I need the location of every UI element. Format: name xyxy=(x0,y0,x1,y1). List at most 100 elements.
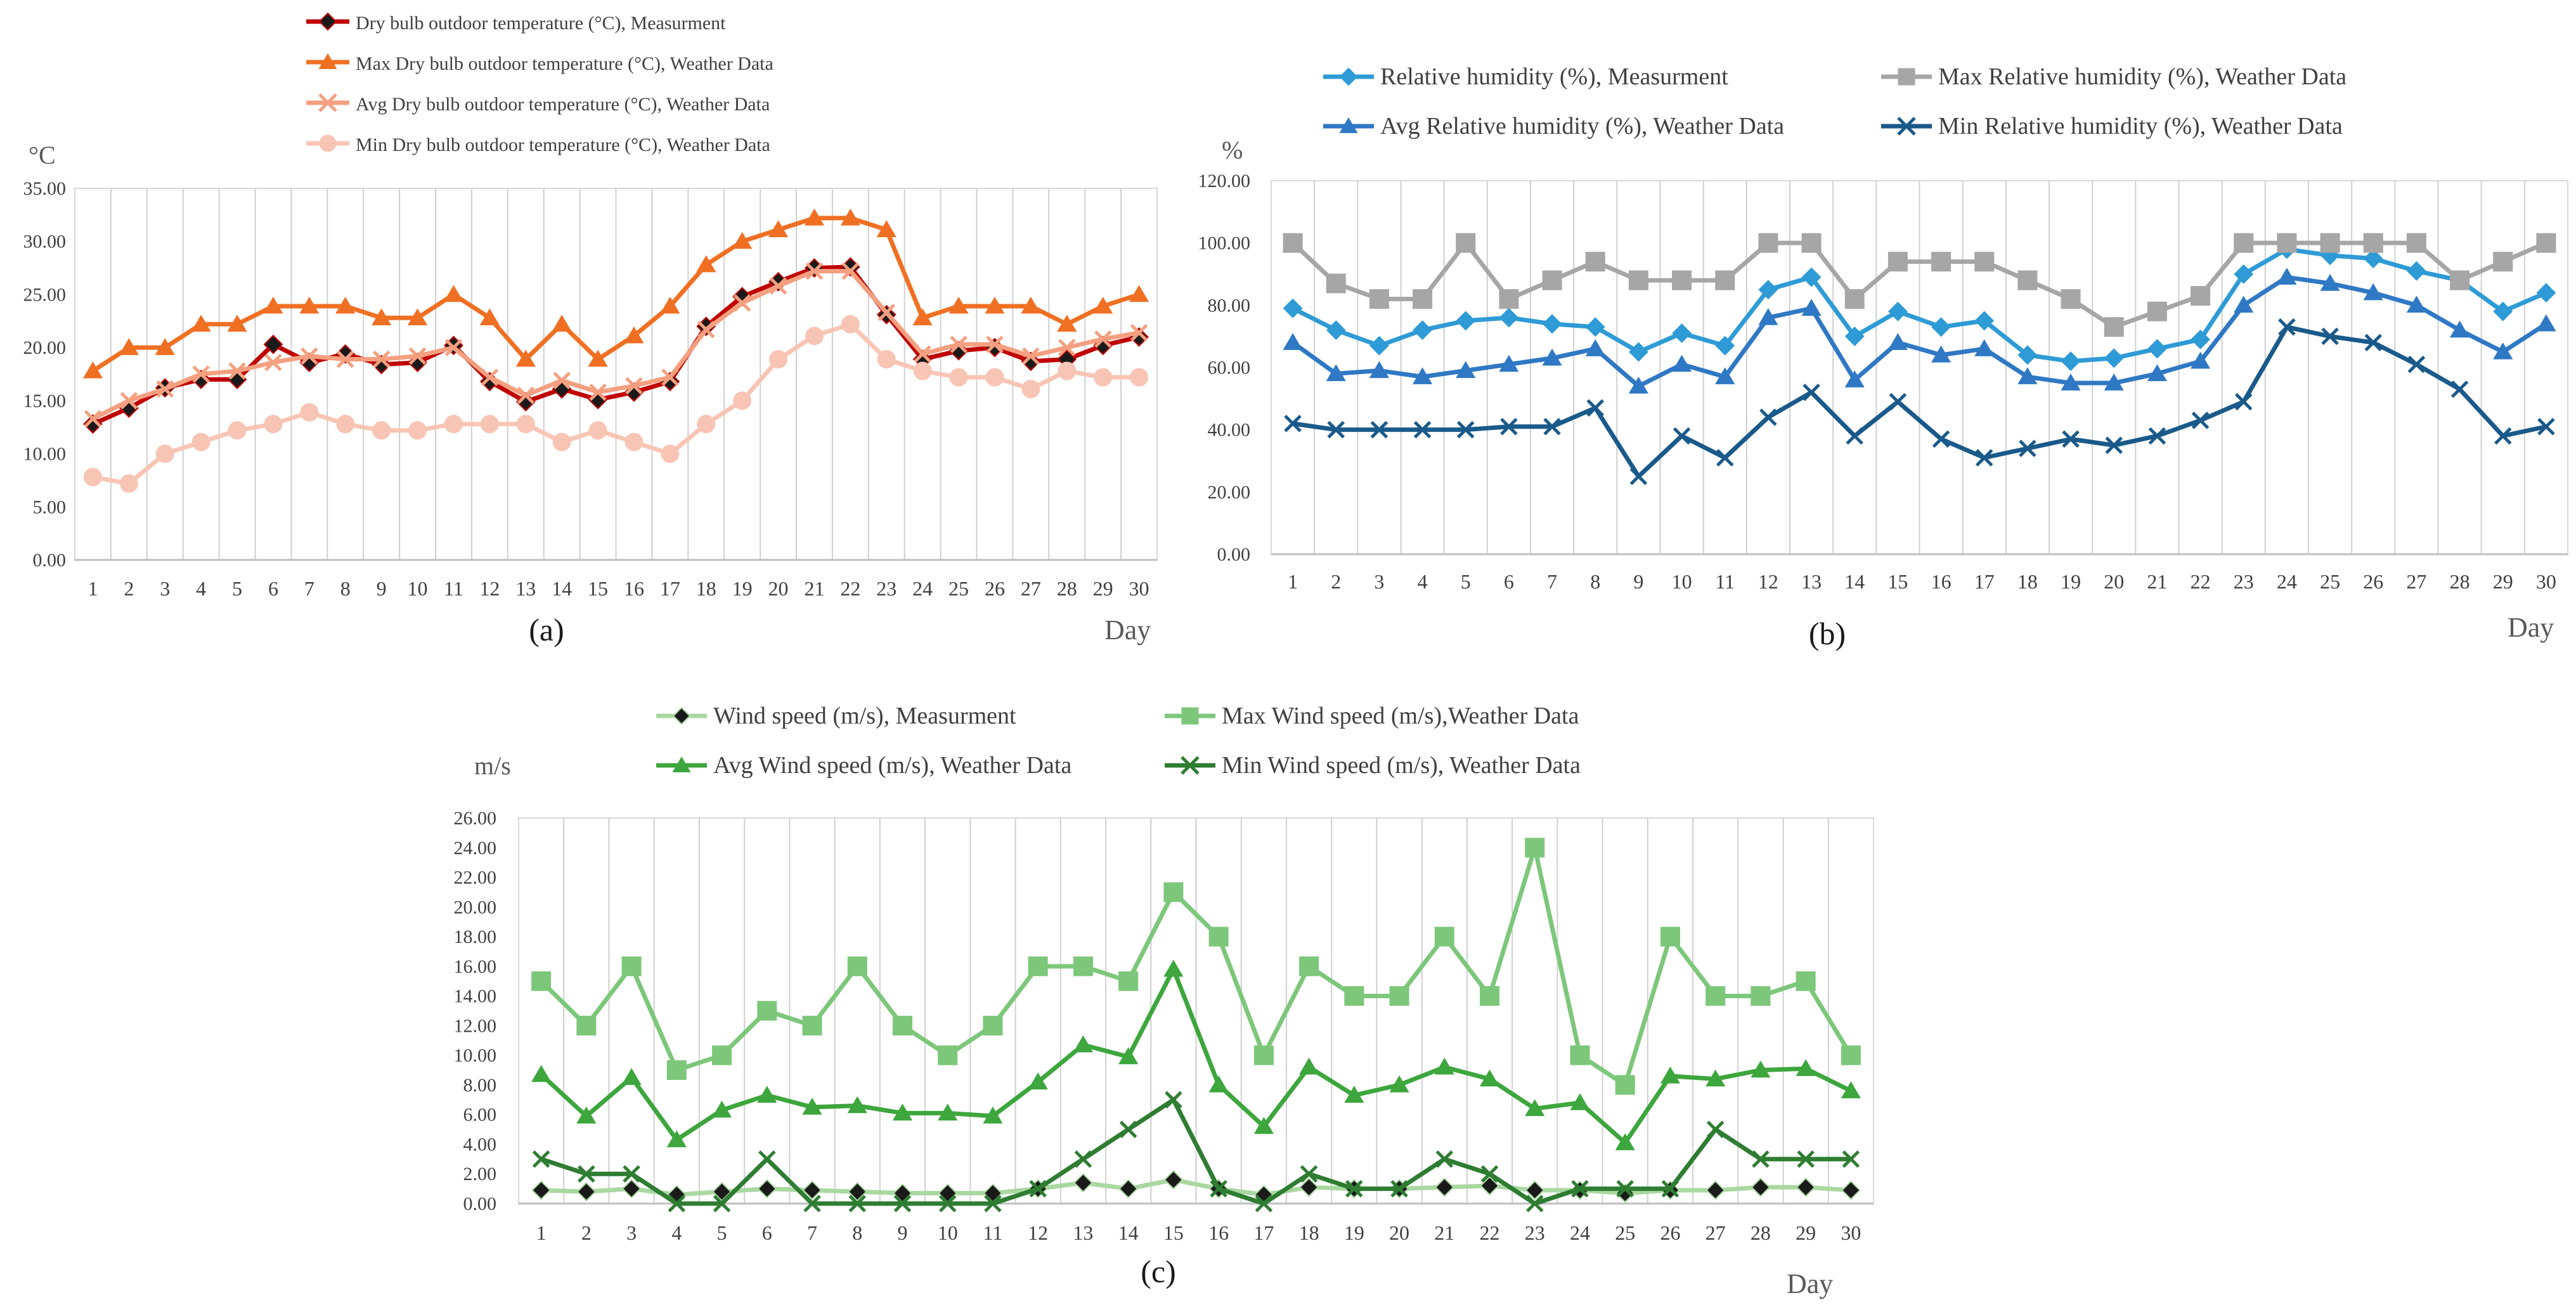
x-tick-label: 7 xyxy=(304,577,314,600)
data-point xyxy=(1586,399,1605,417)
data-point xyxy=(983,1107,1003,1124)
data-point xyxy=(1499,289,1519,309)
data-point xyxy=(589,383,607,401)
data-point xyxy=(1094,368,1113,387)
data-point xyxy=(2061,289,2081,309)
y-tick-label: 25.00 xyxy=(23,284,67,305)
data-point xyxy=(1369,361,1389,379)
data-point xyxy=(1570,1045,1590,1065)
data-point xyxy=(2450,380,2469,398)
x-tick-label: 18 xyxy=(1299,1221,1319,1244)
x-tick-label: 14 xyxy=(552,577,572,600)
data-point xyxy=(1888,301,1908,322)
x-tick-label: 6 xyxy=(762,1221,772,1244)
data-point xyxy=(877,304,896,322)
data-point xyxy=(2277,268,2297,285)
x-tick-label: 13 xyxy=(1073,1221,1093,1244)
data-point xyxy=(1253,1045,1274,1065)
data-point xyxy=(621,1179,642,1199)
x-tick-label: 8 xyxy=(852,1221,862,1244)
y-tick-label: 100.00 xyxy=(1198,233,1251,254)
y-tick-label: 80.00 xyxy=(1208,295,1251,316)
data-point xyxy=(1456,311,1476,331)
x-tick-label: 14 xyxy=(1118,1221,1139,1244)
y-tick-label: 10.00 xyxy=(23,444,67,465)
data-point xyxy=(1801,267,1822,287)
y-tick-label: 22.00 xyxy=(454,867,497,888)
legend-entry: Avg Dry bulb outdoor temperature (°C), W… xyxy=(306,93,770,115)
x-axis-title: Day xyxy=(2508,612,2554,643)
y-tick-label: 0.00 xyxy=(1217,544,1251,565)
data-point xyxy=(805,327,824,346)
series-3 xyxy=(84,262,1148,428)
data-point xyxy=(2494,427,2512,445)
x-tick-label: 2 xyxy=(1331,570,1341,593)
data-point xyxy=(1661,1179,1680,1198)
data-point xyxy=(1751,986,1771,1006)
x-tick-label: 20 xyxy=(1389,1221,1409,1244)
data-point xyxy=(532,1150,550,1168)
data-point xyxy=(192,365,210,383)
legend-swatch-marker xyxy=(318,53,337,69)
x-tick-label: 29 xyxy=(1796,1221,1816,1244)
data-point xyxy=(1797,1150,1815,1168)
data-point xyxy=(1887,333,1908,350)
data-point xyxy=(713,1195,731,1212)
data-point xyxy=(912,308,933,325)
series-3 xyxy=(531,959,1861,1150)
data-point xyxy=(1844,289,1865,309)
y-tick-label: 2.00 xyxy=(463,1164,497,1185)
x-tick-label: 23 xyxy=(876,577,896,600)
data-point xyxy=(913,361,932,380)
data-point xyxy=(1525,838,1545,858)
data-point xyxy=(803,1195,821,1212)
x-tick-label: 15 xyxy=(1163,1221,1184,1244)
series-4 xyxy=(1284,318,2555,486)
data-point xyxy=(1975,449,1993,467)
panel-label: (b) xyxy=(1809,616,1846,651)
series-line xyxy=(91,269,1140,421)
data-point xyxy=(1028,1072,1048,1089)
data-point xyxy=(299,296,320,314)
data-point xyxy=(1208,926,1229,947)
data-point xyxy=(553,372,571,389)
data-point xyxy=(1255,1195,1273,1212)
data-point xyxy=(2493,342,2513,360)
data-point xyxy=(1542,348,1562,366)
data-point xyxy=(985,296,1005,314)
data-point xyxy=(2363,249,2383,269)
data-point xyxy=(1542,270,1562,290)
legend-entry: Relative humidity (%), Measurment xyxy=(1323,63,1728,90)
data-point xyxy=(2061,373,2081,391)
data-point xyxy=(1413,289,1433,309)
data-point xyxy=(1073,1172,1093,1193)
data-point xyxy=(1413,320,1432,341)
data-point xyxy=(768,220,789,237)
y-unit-label: % xyxy=(1222,136,1243,164)
data-point xyxy=(1057,315,1077,332)
y-tick-label: 15.00 xyxy=(23,391,67,412)
data-point xyxy=(1796,1059,1816,1076)
data-point xyxy=(1028,956,1048,977)
data-point xyxy=(1628,376,1648,394)
data-point xyxy=(264,415,283,434)
x-tick-label: 28 xyxy=(1057,577,1077,600)
data-point xyxy=(1705,1180,1726,1200)
x-tick-label: 10 xyxy=(1672,570,1692,593)
data-point xyxy=(1344,986,1364,1006)
x-tick-label: 11 xyxy=(444,577,463,600)
data-point xyxy=(1074,1150,1092,1168)
data-point xyxy=(1974,252,1995,272)
data-point xyxy=(802,1015,822,1036)
data-point xyxy=(666,1130,687,1148)
x-tick-label: 1 xyxy=(87,577,98,600)
data-point xyxy=(1480,1165,1499,1183)
legend-entry: Wind speed (m/s), Measurment xyxy=(656,703,1016,729)
data-point xyxy=(228,421,247,440)
data-point xyxy=(1660,926,1680,947)
x-tick-label: 3 xyxy=(1374,570,1384,593)
legend-label: Max Relative humidity (%), Weather Data xyxy=(1938,63,2346,90)
data-point xyxy=(847,956,867,977)
data-point xyxy=(1456,361,1476,379)
x-tick-label: 19 xyxy=(2061,570,2081,593)
